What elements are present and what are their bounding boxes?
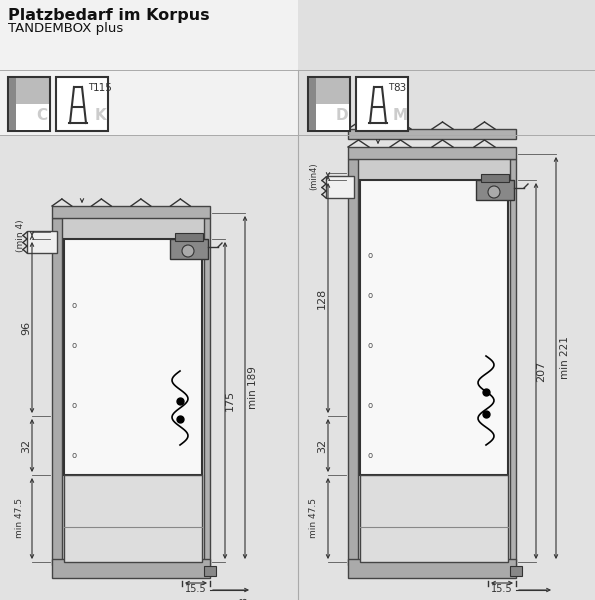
Bar bbox=[204, 566, 216, 576]
Bar bbox=[0, 135, 595, 600]
Bar bbox=[298, 70, 595, 135]
Text: min 33: min 33 bbox=[240, 597, 250, 600]
Text: T: T bbox=[388, 83, 393, 92]
Bar bbox=[52, 206, 210, 218]
Text: TANDEMBOX plus: TANDEMBOX plus bbox=[8, 22, 123, 35]
Bar bbox=[9, 78, 16, 130]
Text: 83: 83 bbox=[393, 83, 406, 93]
Bar bbox=[8, 77, 50, 131]
Text: (min 4): (min 4) bbox=[15, 219, 24, 252]
Text: Platzbedarf im Korpus: Platzbedarf im Korpus bbox=[8, 8, 209, 23]
Text: o: o bbox=[368, 251, 372, 259]
Bar bbox=[298, 0, 595, 70]
Text: min 189: min 189 bbox=[248, 366, 258, 409]
Bar bbox=[356, 77, 408, 131]
Text: 175: 175 bbox=[225, 390, 235, 411]
Circle shape bbox=[488, 186, 500, 198]
Bar bbox=[64, 239, 202, 475]
Bar bbox=[309, 104, 349, 130]
Text: 15.5: 15.5 bbox=[185, 584, 207, 594]
Bar bbox=[348, 129, 516, 139]
Bar bbox=[170, 239, 208, 259]
Bar bbox=[204, 218, 210, 565]
Text: min 221: min 221 bbox=[560, 337, 570, 379]
Bar bbox=[348, 159, 516, 565]
Text: 32: 32 bbox=[317, 439, 327, 452]
Text: o: o bbox=[71, 301, 77, 310]
Text: 115: 115 bbox=[93, 83, 113, 93]
Text: o: o bbox=[368, 290, 372, 299]
Bar bbox=[348, 159, 358, 565]
Text: K: K bbox=[94, 108, 106, 123]
Circle shape bbox=[182, 245, 194, 257]
Bar bbox=[0, 0, 595, 70]
Text: min 47.5: min 47.5 bbox=[15, 499, 24, 539]
Bar bbox=[0, 70, 298, 135]
Bar bbox=[52, 218, 210, 565]
Text: C: C bbox=[36, 108, 48, 123]
Text: min33: min33 bbox=[542, 597, 552, 600]
Text: 15.5: 15.5 bbox=[491, 584, 513, 594]
Bar bbox=[56, 77, 108, 131]
Bar bbox=[309, 78, 316, 130]
Text: M: M bbox=[393, 108, 408, 123]
Bar bbox=[298, 135, 595, 600]
Bar bbox=[52, 218, 62, 565]
Bar bbox=[326, 176, 354, 198]
Bar bbox=[308, 77, 350, 131]
Bar bbox=[52, 559, 210, 578]
Bar bbox=[348, 559, 516, 578]
Text: o: o bbox=[368, 451, 372, 460]
Text: o: o bbox=[71, 451, 77, 460]
Bar bbox=[360, 180, 508, 475]
Bar bbox=[348, 147, 516, 159]
Text: 128: 128 bbox=[317, 287, 327, 308]
Text: o: o bbox=[71, 340, 77, 349]
Text: 96: 96 bbox=[21, 320, 31, 335]
Bar bbox=[175, 233, 203, 241]
Bar bbox=[27, 231, 57, 253]
Text: 32: 32 bbox=[21, 439, 31, 452]
Bar bbox=[360, 475, 508, 562]
Text: o: o bbox=[368, 340, 372, 349]
Text: D: D bbox=[336, 108, 348, 123]
Bar bbox=[476, 180, 514, 200]
Text: (min4): (min4) bbox=[309, 163, 318, 190]
Bar bbox=[64, 475, 202, 562]
Bar bbox=[510, 566, 522, 576]
Text: T: T bbox=[88, 83, 93, 92]
Text: min 47.5: min 47.5 bbox=[309, 499, 318, 539]
Bar bbox=[481, 174, 509, 182]
Bar bbox=[510, 159, 516, 565]
Bar bbox=[9, 104, 49, 130]
Text: 207: 207 bbox=[536, 361, 546, 382]
Bar bbox=[0, 135, 298, 600]
Text: o: o bbox=[368, 401, 372, 409]
Text: o: o bbox=[71, 401, 77, 409]
